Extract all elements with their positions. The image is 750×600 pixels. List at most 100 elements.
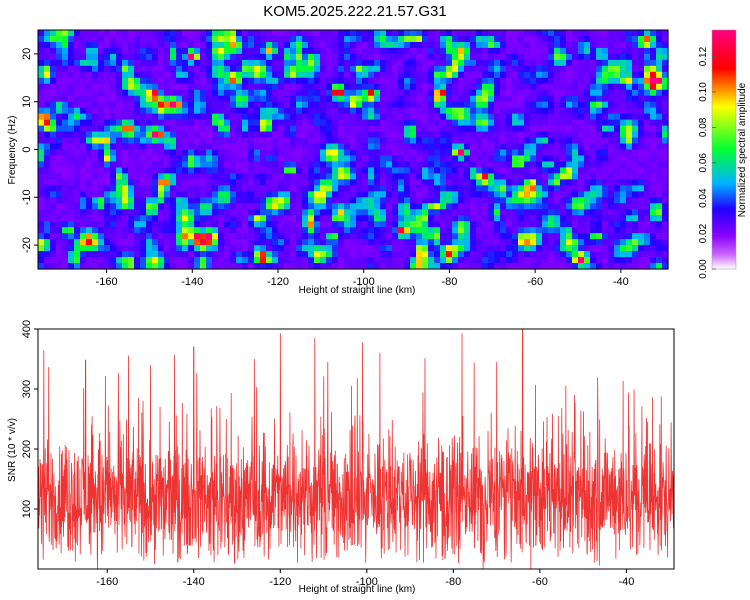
spectrogram-cell (530, 257, 537, 264)
spectrogram-cell (86, 89, 93, 97)
spectrogram-cell (506, 71, 513, 79)
spectrogram-cell (140, 30, 147, 37)
spectrogram-cell (236, 239, 243, 246)
spectrogram-cell (404, 221, 411, 228)
spectrogram-cell (554, 149, 561, 157)
spectrogram-cell (92, 77, 99, 85)
spectrogram-cell (152, 197, 159, 204)
spectrogram-cell (458, 179, 465, 186)
spectrogram-cell (494, 245, 501, 252)
spectrogram-cell (416, 113, 423, 121)
spectrogram-cell (368, 245, 375, 252)
spectrogram-cell (62, 173, 69, 180)
spectrogram-cell (662, 239, 669, 246)
spectrogram-cell (218, 119, 225, 127)
spectrogram-cell (374, 155, 381, 163)
spectrogram-cell (662, 95, 669, 103)
spectrogram-cell (50, 227, 57, 234)
spectrogram-cell (296, 227, 303, 234)
spectrogram-cell (242, 227, 249, 234)
spectrogram-cell (116, 107, 123, 115)
spectrogram-cell (302, 215, 309, 222)
spectrogram-cell (182, 173, 189, 180)
spectrogram-cell (194, 41, 201, 49)
spectrogram-cell (68, 83, 75, 91)
spectrogram-cell (554, 59, 561, 67)
spectrogram-cell (254, 95, 261, 103)
spectrogram-cell (128, 30, 135, 37)
spectrogram-cell (416, 173, 423, 180)
spectrogram-cell (182, 71, 189, 79)
spectrogram-cell (374, 191, 381, 198)
spectrogram-cell (260, 233, 267, 240)
spectrogram-cell (290, 263, 297, 270)
spectrogram-cell (92, 113, 99, 121)
spectrogram-cell (428, 197, 435, 204)
spectrogram-cell (596, 35, 603, 43)
spectrogram-cell (524, 233, 531, 240)
spectrogram-cell (398, 95, 405, 103)
spectrogram-cell (170, 35, 177, 43)
spectrogram-cell (494, 185, 501, 192)
spectrogram-cell (98, 155, 105, 163)
spectrogram-cell (350, 203, 357, 210)
spectrogram-cell (326, 179, 333, 186)
spectrogram-cell (344, 113, 351, 121)
spectrogram-cell (662, 251, 669, 258)
spectrogram-cell (74, 113, 81, 121)
spectrogram-cell (200, 197, 207, 204)
spectrogram-cell (392, 149, 399, 157)
spectrogram-cell (50, 257, 57, 264)
spectrogram-cell (476, 53, 483, 61)
spectrogram-cell (290, 161, 297, 169)
spectrogram-cell (206, 161, 213, 169)
spectrogram-cell (74, 71, 81, 79)
spectrogram-cell (458, 41, 465, 49)
spectrogram-cell (218, 107, 225, 115)
spectrogram-cell (116, 53, 123, 61)
spectrogram-cell (488, 167, 495, 174)
spectrogram-cell (584, 239, 591, 246)
spectrogram-cell (326, 83, 333, 91)
spectrogram-cell (410, 83, 417, 91)
spectrogram-cell (74, 215, 81, 222)
spectrogram-cell (494, 173, 501, 180)
spectrogram-cell (80, 161, 87, 169)
spectrogram-cell (284, 245, 291, 252)
spectrogram-cell (260, 71, 267, 79)
spectrogram-cell (632, 35, 639, 43)
spectrogram-cell (416, 83, 423, 91)
spectrogram-cell (182, 197, 189, 204)
spectrogram-cell (512, 185, 519, 192)
spectrogram-cell (170, 47, 177, 55)
spectrogram-cell (362, 89, 369, 97)
spectrogram-cell (224, 83, 231, 91)
spectrogram-cell (362, 203, 369, 210)
spectrogram-cell (578, 155, 585, 163)
spectrogram-cell (434, 221, 441, 228)
spectrogram-cell (134, 125, 141, 133)
spectrogram-cell (308, 149, 315, 157)
colorbar-label: Normalized spectral amplitude (737, 82, 748, 217)
spectrogram-cell (254, 191, 261, 198)
spectrogram-cell (530, 53, 537, 61)
spectrogram-cell (164, 71, 171, 79)
spectrogram-cell (344, 107, 351, 115)
spectrogram-cell (254, 83, 261, 91)
spectrogram-cell (350, 77, 357, 85)
spectrogram-cell (236, 47, 243, 55)
spectrogram-cell (68, 215, 75, 222)
spectrogram-cell (260, 65, 267, 73)
spectrogram-cell (164, 95, 171, 103)
spectrogram-cell (602, 233, 609, 240)
spectrogram-cell (62, 65, 69, 73)
spectrogram-cell (428, 125, 435, 133)
spectrogram-cell (134, 71, 141, 79)
spectrogram-cell (140, 209, 147, 216)
spectrogram-cell (146, 215, 153, 222)
spectrogram-cell (488, 59, 495, 67)
spectrogram-cell (92, 47, 99, 55)
spectrogram-cell (338, 65, 345, 73)
spectrogram-cell (206, 167, 213, 174)
spectrogram-cell (368, 173, 375, 180)
